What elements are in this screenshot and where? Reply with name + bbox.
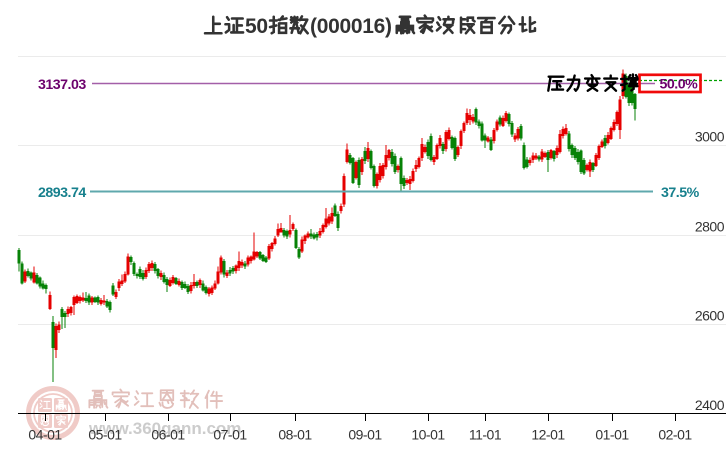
svg-text:10-01: 10-01 bbox=[411, 427, 445, 443]
svg-text:12-01: 12-01 bbox=[531, 427, 565, 443]
svg-text:2400: 2400 bbox=[695, 397, 725, 413]
svg-text:2800: 2800 bbox=[695, 219, 725, 235]
svg-text:www.360gann.com: www.360gann.com bbox=[88, 419, 241, 438]
svg-text:2893.74: 2893.74 bbox=[38, 185, 86, 201]
svg-text:02-01: 02-01 bbox=[658, 427, 692, 443]
svg-text:50.0%: 50.0% bbox=[660, 77, 699, 93]
svg-text:3000: 3000 bbox=[695, 129, 725, 145]
svg-text:04-01: 04-01 bbox=[28, 427, 62, 443]
svg-text:37.5%: 37.5% bbox=[661, 185, 700, 201]
svg-text:09-01: 09-01 bbox=[348, 427, 382, 443]
svg-text:07-01: 07-01 bbox=[213, 427, 247, 443]
svg-text:05-01: 05-01 bbox=[88, 427, 122, 443]
svg-text:3137.03: 3137.03 bbox=[38, 77, 86, 93]
svg-text:06-01: 06-01 bbox=[151, 427, 185, 443]
svg-text:2600: 2600 bbox=[695, 308, 725, 324]
svg-text:08-01: 08-01 bbox=[278, 427, 312, 443]
svg-text:01-01: 01-01 bbox=[595, 427, 629, 443]
svg-text:50: 50 bbox=[245, 15, 268, 38]
svg-text:(000016): (000016) bbox=[310, 15, 392, 38]
svg-text:11-01: 11-01 bbox=[469, 427, 502, 443]
